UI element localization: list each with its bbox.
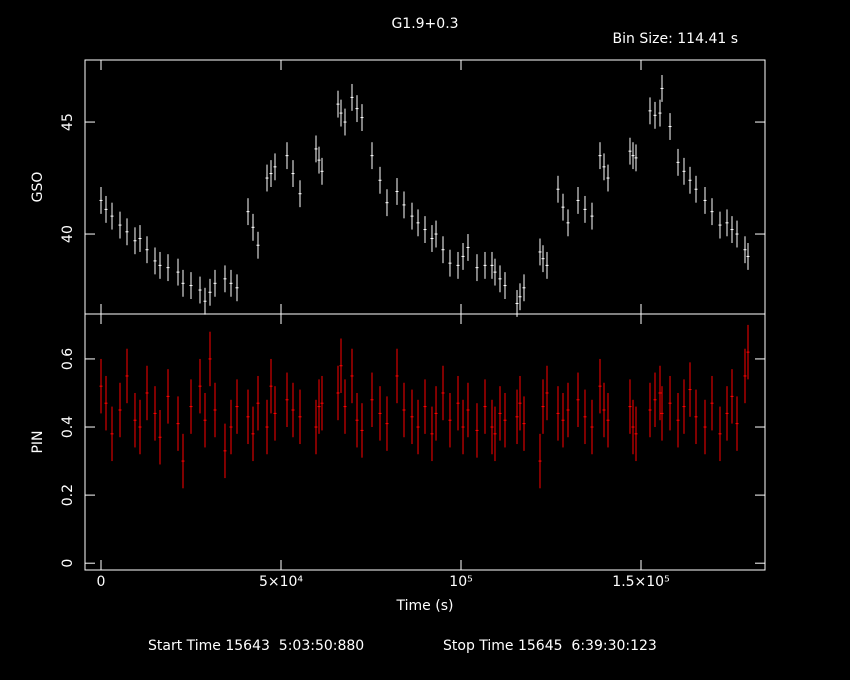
y-tick-label: 0.4 (60, 416, 76, 438)
panel-frame (84, 313, 766, 571)
bin-size: Bin Size: 114.41 s (613, 31, 738, 47)
y-tick-label: 40 (60, 225, 76, 243)
x-axis-title: Time (s) (396, 598, 454, 614)
stop-time: Stop Time 15645 6:39:30:123 (443, 638, 657, 654)
x-tick-label: 5×10⁴ (259, 574, 303, 590)
y-tick-label: 0.2 (60, 484, 76, 506)
y-axis-title: PIN (30, 430, 46, 453)
chart-title: G1.9+0.3 (391, 16, 458, 32)
y-tick-label: 45 (60, 113, 76, 131)
panel-frame (84, 59, 766, 315)
x-tick-label: 0 (97, 574, 106, 590)
x-tick-label: 1.5×10⁵ (612, 574, 669, 590)
y-axis-title: GSO (30, 172, 46, 203)
y-tick-label: 0 (60, 559, 76, 568)
start-time: Start Time 15643 5:03:50:880 (148, 638, 364, 654)
y-tick-label: 0.6 (60, 348, 76, 370)
x-tick-label: 10⁵ (449, 574, 472, 590)
